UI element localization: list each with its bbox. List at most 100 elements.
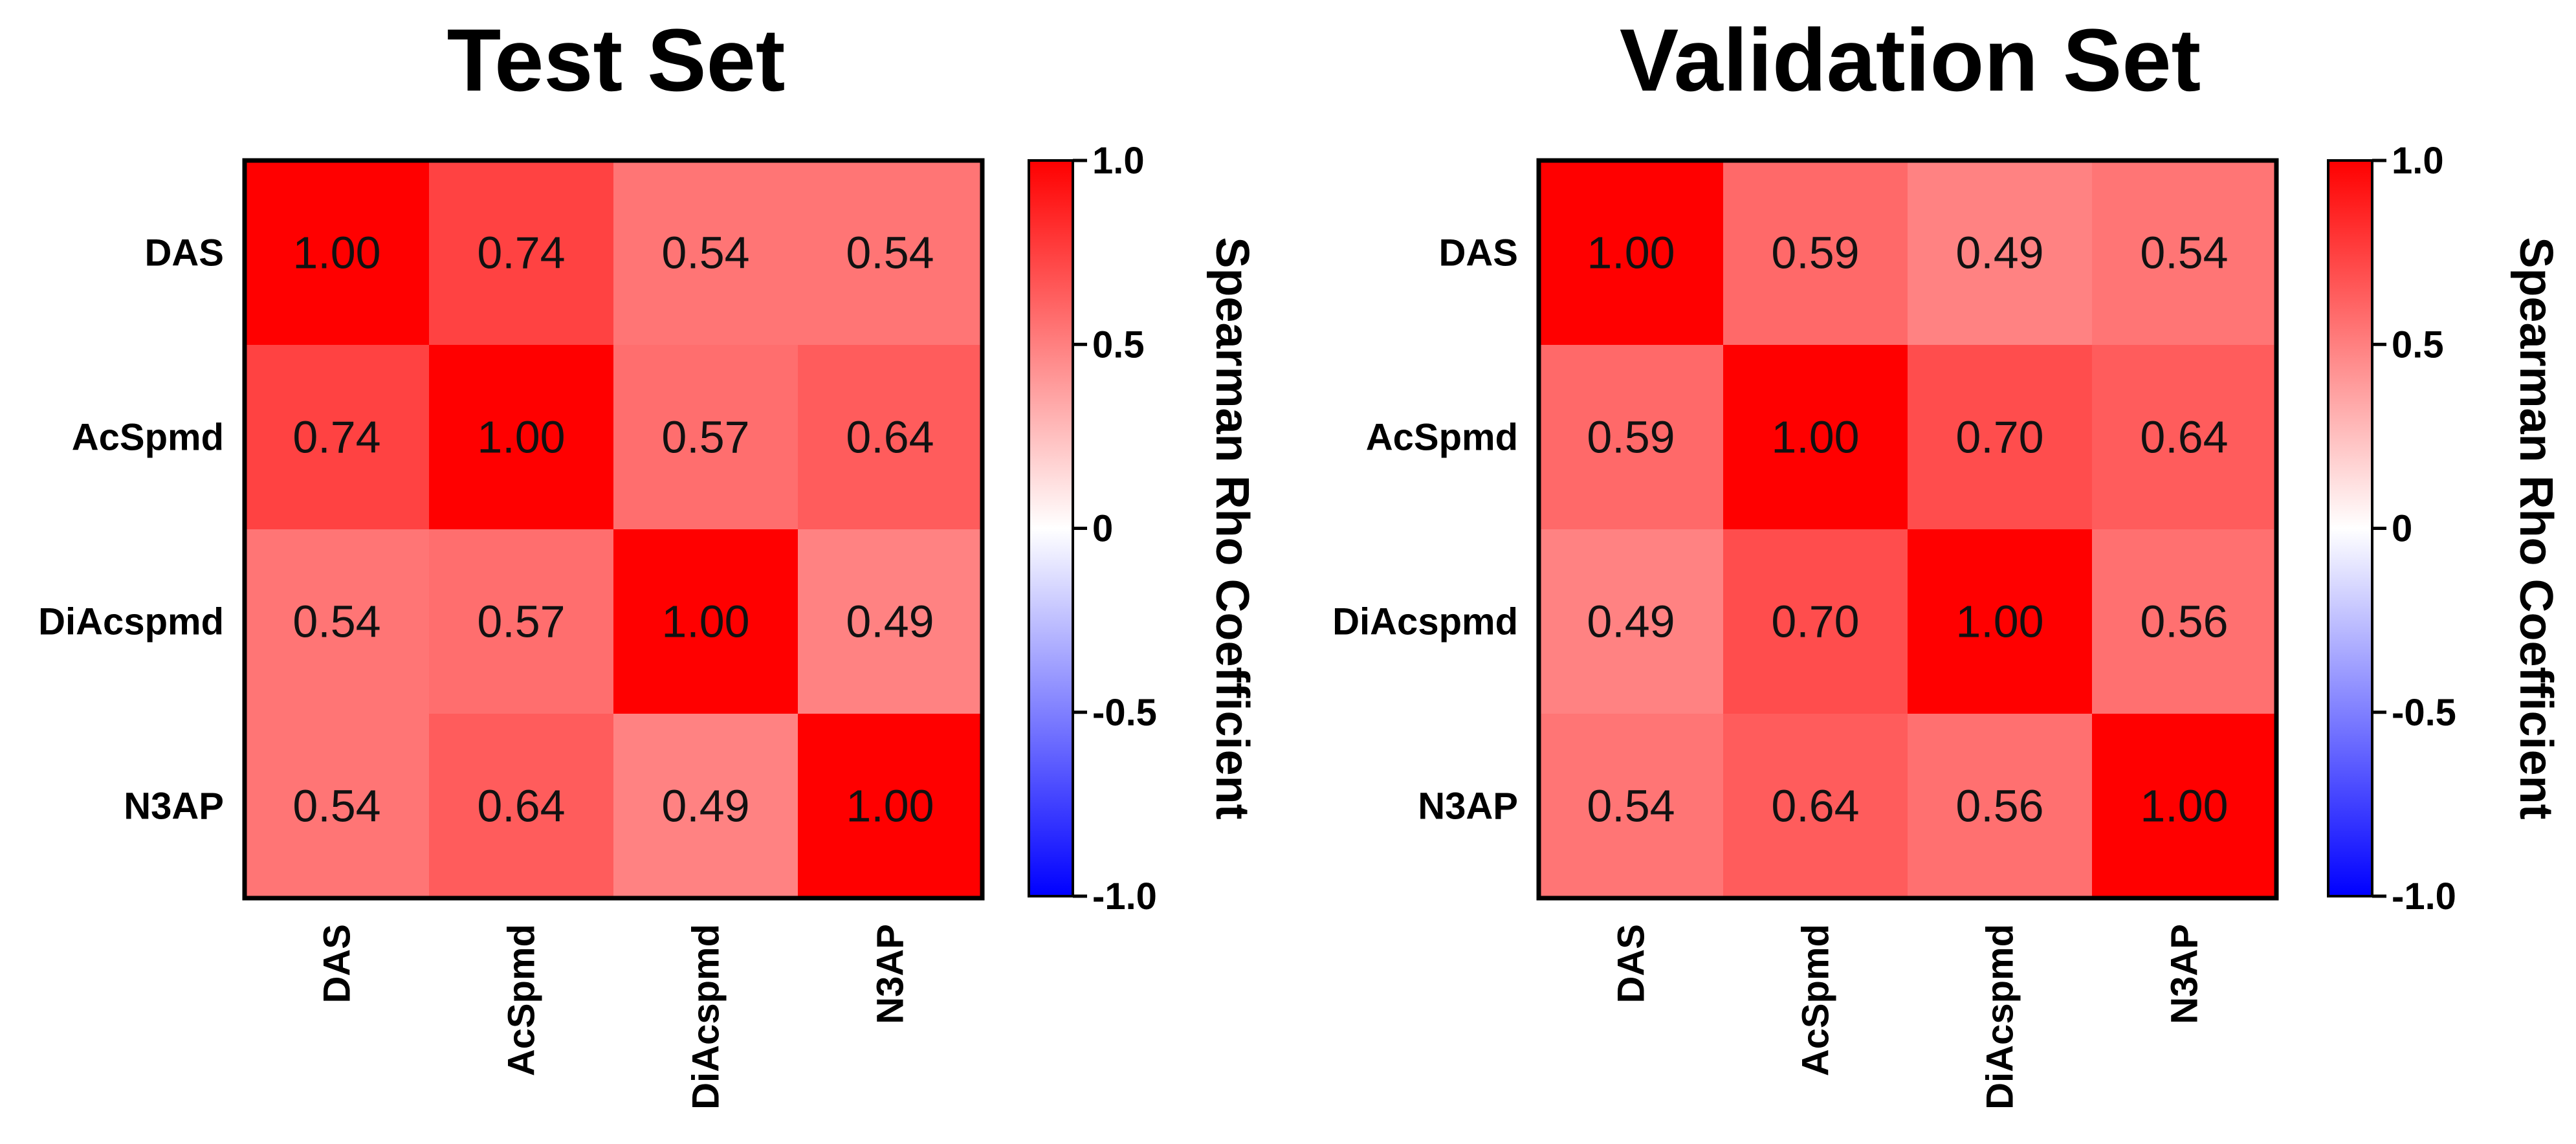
cell-value-label: 1.00 xyxy=(661,597,749,647)
heatmap-cell xyxy=(1723,529,1908,714)
colorbar-title: Spearman Rho Coefficient xyxy=(1206,237,1258,819)
heatmap-cell xyxy=(245,714,429,898)
cell-value-label: 0.70 xyxy=(1955,412,2043,463)
heatmap-cell xyxy=(245,529,429,714)
column-label: DAS xyxy=(316,924,358,1003)
heatmap-cell xyxy=(245,160,429,345)
heatmap-cell xyxy=(429,160,613,345)
cell-value-label: 0.57 xyxy=(477,597,565,647)
heatmap-cell xyxy=(1723,160,1908,345)
heatmap-cell xyxy=(2092,529,2276,714)
colorbar xyxy=(1028,159,1074,897)
chart-title: Test Set xyxy=(447,11,786,110)
plot-frame xyxy=(1536,158,2279,901)
column-label: N3AP xyxy=(870,924,912,1024)
cell-value-label: 0.49 xyxy=(846,597,934,647)
cell-value-label: 0.56 xyxy=(2140,597,2228,647)
colorbar-tick-label: -1.0 xyxy=(2392,875,2456,918)
colorbar-tick-label: -0.5 xyxy=(1092,692,1157,734)
heatmap-cell xyxy=(798,714,982,898)
cell-value-label: 1.00 xyxy=(846,781,934,831)
colorbar-title: Spearman Rho Coefficient xyxy=(2510,237,2562,819)
row-label: N3AP xyxy=(124,786,224,828)
cell-value-label: 0.54 xyxy=(661,228,749,278)
column-label: DiAcspmd xyxy=(1979,924,2021,1110)
heatmap-cell xyxy=(798,345,982,529)
cell-value-label: 0.64 xyxy=(846,412,934,463)
cell-value-label: 1.00 xyxy=(292,228,380,278)
cell-value-label: 0.74 xyxy=(477,228,565,278)
cell-value-label: 0.49 xyxy=(1955,228,2043,278)
cell-value-label: 0.54 xyxy=(1587,781,1675,831)
plot-frame xyxy=(242,158,985,901)
cell-value-label: 0.70 xyxy=(1771,597,1859,647)
heatmap-cell xyxy=(2092,160,2276,345)
heatmap-cell xyxy=(2092,345,2276,529)
heatmap-cell xyxy=(1908,529,2092,714)
heatmap-cell xyxy=(613,345,798,529)
cell-value-label: 0.49 xyxy=(1587,597,1675,647)
colorbar-tick-label: -1.0 xyxy=(1092,875,1157,918)
column-label: N3AP xyxy=(2164,924,2206,1024)
heatmap-cell xyxy=(1539,160,1723,345)
cell-value-label: 0.64 xyxy=(1771,781,1859,831)
heatmap-cell xyxy=(1539,345,1723,529)
heatmap-cell xyxy=(1723,714,1908,898)
heatmap-cell xyxy=(613,529,798,714)
column-label: DAS xyxy=(1611,924,1653,1003)
cell-value-label: 0.54 xyxy=(292,597,380,647)
row-label: DAS xyxy=(1439,232,1518,274)
colorbar-tick-label: 0 xyxy=(2392,508,2412,550)
row-label: DiAcspmd xyxy=(38,601,224,643)
cell-value-label: 1.00 xyxy=(1771,412,1859,463)
heatmap-cell xyxy=(1908,345,2092,529)
heatmap-cell xyxy=(429,529,613,714)
heatmap-cell xyxy=(245,345,429,529)
heatmap-cell xyxy=(613,160,798,345)
column-label: AcSpmd xyxy=(1795,924,1837,1076)
cell-value-label: 0.56 xyxy=(1955,781,2043,831)
heatmap-cell xyxy=(798,529,982,714)
heatmap-cell xyxy=(798,160,982,345)
cell-value-label: 0.64 xyxy=(2140,412,2228,463)
heatmap-cell xyxy=(429,714,613,898)
cell-value-label: 0.54 xyxy=(2140,228,2228,278)
heatmap-cell xyxy=(1539,529,1723,714)
colorbar-tick-label: 0 xyxy=(1092,508,1113,550)
cell-value-label: 1.00 xyxy=(2140,781,2228,831)
row-label: AcSpmd xyxy=(1366,417,1518,459)
cell-value-label: 0.57 xyxy=(661,412,749,463)
row-label: DAS xyxy=(145,232,224,274)
row-label: AcSpmd xyxy=(72,417,224,459)
cell-value-label: 0.74 xyxy=(292,412,380,463)
colorbar-tick-label: 0.5 xyxy=(1092,324,1145,366)
heatmap-cell xyxy=(1908,714,2092,898)
heatmap-cell xyxy=(1539,714,1723,898)
heatmap-cell xyxy=(613,714,798,898)
heatmap-cell xyxy=(1723,345,1908,529)
cell-value-label: 0.49 xyxy=(661,781,749,831)
heatmap-cell xyxy=(2092,714,2276,898)
cell-value-label: 1.00 xyxy=(1955,597,2043,647)
colorbar-tick-label: 1.0 xyxy=(2392,140,2444,182)
colorbar-tick-label: 0.5 xyxy=(2392,324,2444,366)
cell-value-label: 1.00 xyxy=(477,412,565,463)
chart-title: Validation Set xyxy=(1620,11,2201,110)
heatmap-cell xyxy=(1908,160,2092,345)
colorbar-tick-label: 1.0 xyxy=(1092,140,1145,182)
cell-value-label: 0.54 xyxy=(292,781,380,831)
colorbar xyxy=(2327,159,2373,897)
heatmap-cell xyxy=(429,345,613,529)
cell-value-label: 0.64 xyxy=(477,781,565,831)
colorbar-tick-label: -0.5 xyxy=(2392,692,2456,734)
cell-value-label: 0.59 xyxy=(1587,412,1675,463)
row-label: DiAcspmd xyxy=(1332,601,1518,643)
column-label: DiAcspmd xyxy=(685,924,727,1110)
row-label: N3AP xyxy=(1418,786,1518,828)
cell-value-label: 0.59 xyxy=(1771,228,1859,278)
column-label: AcSpmd xyxy=(501,924,543,1076)
